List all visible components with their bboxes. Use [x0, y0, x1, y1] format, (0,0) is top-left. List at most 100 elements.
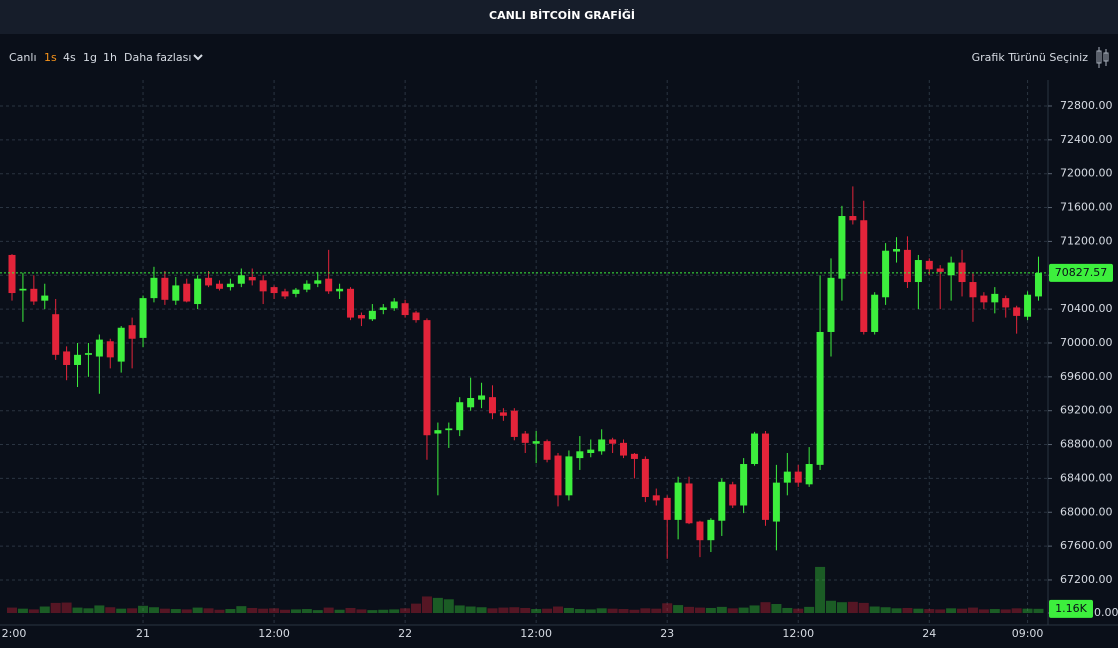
volume-bar	[170, 609, 181, 613]
volume-bar	[542, 608, 553, 613]
header-bar	[0, 0, 1118, 34]
candle-body	[827, 277, 835, 332]
candle-body	[751, 433, 759, 465]
volume-bar	[836, 602, 847, 613]
candle-body	[74, 354, 82, 365]
candle-body	[630, 453, 638, 459]
last-volume-box	[1049, 599, 1093, 618]
volume-bar	[247, 607, 258, 613]
volume-bar	[290, 609, 301, 613]
volume-bar	[476, 607, 487, 613]
volume-bar	[498, 607, 509, 613]
volume-bar	[236, 606, 247, 613]
volume-bar	[531, 609, 542, 613]
candle-body	[194, 278, 202, 305]
volume-bar	[148, 607, 159, 613]
candle-body	[838, 216, 846, 279]
volume-bar	[378, 609, 389, 613]
volume-bar	[39, 606, 50, 613]
volume-bar	[509, 607, 520, 613]
volume-bar	[694, 607, 705, 613]
volume-bar	[400, 608, 411, 613]
candle-body	[1013, 307, 1021, 316]
candle-body	[379, 307, 387, 310]
volume-bar	[618, 609, 629, 613]
volume-bar	[607, 608, 618, 613]
candle-body	[63, 351, 71, 365]
candle-body	[532, 441, 540, 444]
y-tick-label: 70000.00	[1060, 336, 1113, 349]
volume-bar	[705, 607, 716, 613]
candle-body	[95, 339, 103, 357]
toolbar-item[interactable]: 1s	[44, 51, 57, 64]
candle-body	[347, 288, 355, 318]
candle-body	[871, 294, 879, 332]
volume-bar	[356, 609, 367, 613]
candle-body	[478, 395, 486, 400]
toolbar-item[interactable]: 4s	[63, 51, 76, 64]
y-tick-label: 72000.00	[1060, 167, 1113, 180]
candle-body	[729, 484, 737, 506]
candle-body	[106, 341, 114, 358]
candle-body	[172, 285, 180, 301]
candle-body	[303, 283, 311, 290]
toolbar-item[interactable]: 1g	[83, 51, 97, 64]
dropdown-chevron[interactable]	[193, 54, 203, 61]
candle-body	[794, 471, 802, 483]
chart-type-icon[interactable]	[1096, 47, 1109, 68]
candle-body	[587, 449, 595, 454]
volume-bar	[487, 608, 498, 613]
candle-body	[543, 441, 551, 460]
volume-bar	[7, 607, 17, 613]
candle-body	[183, 283, 191, 302]
candle-body	[314, 280, 322, 284]
candle-body	[401, 303, 409, 316]
candle-body	[991, 293, 999, 303]
candle-body	[521, 433, 529, 443]
volume-bar	[815, 566, 826, 613]
volume-bar	[684, 606, 695, 613]
candle-body	[903, 249, 911, 283]
volume-bar	[411, 603, 422, 613]
volume-bar	[738, 607, 749, 613]
y-tick-label: 70400.00	[1060, 302, 1113, 315]
plot-area: 67200.00 67600.00 68000.00 68400.00 68800.00…	[0, 80, 1118, 640]
volume-bar	[749, 605, 760, 613]
candle-body	[914, 260, 922, 283]
candle-body	[117, 327, 125, 362]
candle-body	[445, 428, 453, 431]
volume-bar	[563, 607, 574, 613]
candle-body	[281, 291, 289, 297]
toolbar-item[interactable]: Canlı	[9, 51, 37, 64]
volume-bar	[50, 602, 61, 613]
candle-body	[128, 325, 136, 339]
y-tick-label: 68400.00	[1060, 471, 1113, 484]
x-tick-label: 09:00	[1012, 627, 1044, 640]
candle-body	[390, 301, 398, 309]
last-price-box	[1049, 263, 1113, 282]
candle-body	[958, 262, 966, 283]
volume-bar	[345, 607, 356, 613]
volume-bar	[1033, 608, 1044, 613]
volume-bar	[432, 597, 443, 613]
volume-bar	[880, 607, 891, 613]
volume-bar	[105, 607, 116, 613]
candle-body	[161, 277, 169, 300]
candle-body	[52, 314, 60, 355]
volume-bar	[269, 608, 280, 613]
volume-bar	[225, 609, 236, 613]
volume-bar	[127, 608, 138, 613]
toolbar-item[interactable]: 1h	[103, 51, 117, 64]
volume-bar	[793, 608, 804, 613]
volume-bar	[334, 609, 345, 613]
volume-bar	[673, 605, 684, 613]
candle-body	[685, 483, 693, 524]
candle-body	[772, 482, 780, 522]
chart-type-button[interactable]: Grafik Türünü Seçiniz	[972, 51, 1089, 64]
candle-body	[663, 497, 671, 520]
candle-body	[576, 451, 584, 459]
candle-body	[205, 277, 213, 286]
candle-body	[761, 433, 769, 520]
toolbar-item[interactable]: Daha fazlası	[124, 51, 191, 64]
last-volume-label: 1.16K	[1055, 602, 1087, 615]
